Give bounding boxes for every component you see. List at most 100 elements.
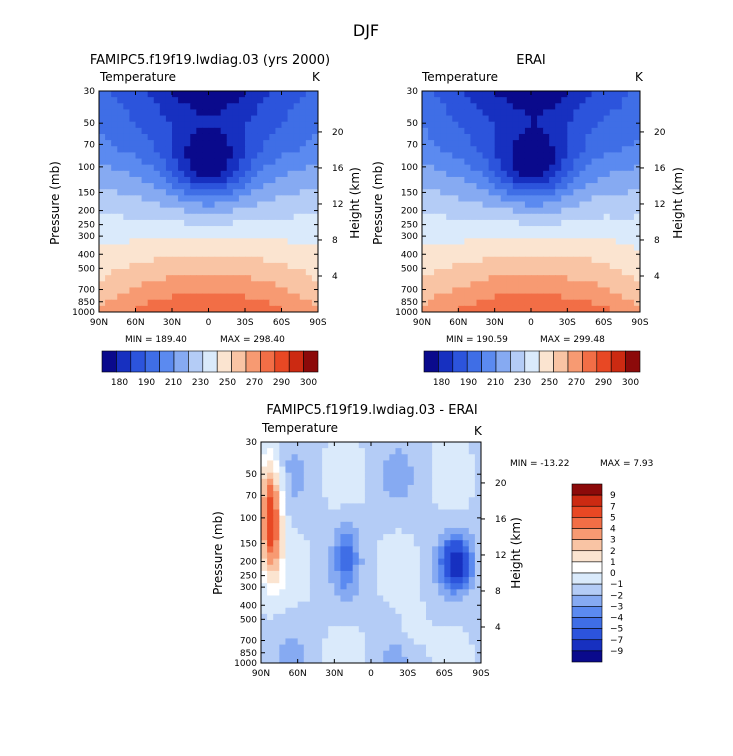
heatmap-cell [316, 491, 323, 498]
heatmap-cell [238, 201, 246, 209]
heatmap-cell [293, 287, 301, 295]
heatmap-cell [537, 219, 544, 227]
heatmap-cell [279, 632, 287, 640]
heatmap-cell [340, 527, 348, 535]
colorbar-swatch [130, 350, 146, 373]
heatmap-cell [377, 595, 384, 603]
heatmap-cell [267, 503, 274, 511]
heatmap-cell [220, 201, 228, 209]
heatmap-cell [482, 232, 490, 239]
heatmap-cell [591, 232, 599, 239]
heatmap-cell [440, 170, 447, 178]
heatmap-cell [275, 244, 283, 252]
heatmap-cell [322, 527, 329, 535]
heatmap-cell [238, 183, 246, 190]
heatmap-cell [257, 133, 264, 141]
y-axis-label-right: Height (km) [671, 167, 685, 238]
heatmap-cell [434, 91, 441, 98]
heatmap-cell [291, 564, 299, 572]
heatmap-cell [279, 650, 287, 658]
heatmap-cell [567, 281, 574, 289]
heatmap-cell [555, 244, 562, 252]
heatmap-cell [269, 176, 277, 184]
heatmap-cell [419, 460, 427, 468]
heatmap-cell [334, 472, 342, 480]
heatmap-cell [438, 626, 445, 633]
heatmap-cell [585, 189, 593, 196]
heatmap-cell [573, 91, 581, 98]
heatmap-cell [303, 607, 311, 615]
heatmap-cell [299, 213, 307, 221]
heatmap-cell [105, 250, 112, 258]
heatmap-cell [627, 103, 635, 111]
heatmap-cell [309, 466, 317, 474]
heatmap-cell [117, 275, 124, 282]
heatmap-cell [444, 626, 452, 633]
heatmap-cell [458, 183, 465, 190]
heatmap-cell [287, 287, 295, 295]
heatmap-cell [245, 275, 252, 282]
heatmap-cell [446, 115, 453, 123]
heatmap-cell [297, 472, 305, 480]
heatmap-cell [377, 638, 384, 646]
heatmap-cell [238, 238, 246, 246]
heatmap-cell [263, 250, 270, 258]
heatmap-cell [627, 226, 635, 233]
heatmap-cell [407, 491, 415, 498]
colorbar-label: 2 [610, 547, 616, 557]
heatmap-cell [512, 219, 520, 227]
heatmap-cell [579, 219, 587, 227]
heatmap-cell [111, 103, 118, 111]
heatmap-cell [165, 158, 173, 166]
heatmap-cell [291, 577, 299, 584]
heatmap-cell [232, 103, 240, 111]
heatmap-cell [123, 244, 131, 252]
heatmap-cell [537, 305, 544, 312]
heatmap-cell [273, 564, 280, 572]
heatmap-cell [346, 442, 354, 449]
colorbar-label: 0 [610, 569, 616, 579]
colorbar-swatch [571, 494, 603, 507]
heatmap-cell [334, 515, 342, 523]
heatmap-cell [334, 601, 342, 609]
min-label: MIN = 189.40 [125, 335, 187, 345]
heatmap-cell [141, 305, 149, 312]
heatmap-cell [426, 466, 433, 474]
heatmap-cell [422, 299, 429, 307]
heatmap-cell [261, 478, 268, 486]
heatmap-cell [159, 275, 167, 282]
heatmap-cell [135, 293, 143, 301]
heatmap-cell [208, 133, 216, 141]
heatmap-cell [407, 607, 415, 615]
heatmap-cell [202, 127, 210, 135]
heatmap-cell [364, 577, 372, 584]
heatmap-cell [273, 484, 280, 492]
heatmap-cell [352, 583, 360, 590]
heatmap-cell [426, 570, 433, 578]
heatmap-cell [389, 620, 397, 627]
colorbar-label: 9 [610, 491, 616, 501]
heatmap-cell [153, 170, 161, 178]
heatmap-cell [214, 140, 222, 147]
heatmap-cell [346, 484, 354, 492]
heatmap-cell [364, 534, 372, 541]
heatmap-cell [279, 638, 287, 646]
heatmap-cell [153, 176, 161, 184]
heatmap-cell [281, 275, 289, 282]
heatmap-cell [165, 176, 173, 184]
heatmap-cell [328, 527, 335, 535]
heatmap-cell [238, 299, 246, 307]
heatmap-cell [474, 626, 481, 633]
heatmap-cell [434, 238, 441, 246]
heatmap-cell [172, 213, 179, 221]
heatmap-cell [364, 589, 372, 597]
heatmap-cell [476, 183, 484, 190]
heatmap-cell [311, 109, 318, 117]
heatmap-cell [609, 133, 617, 141]
heatmap-cell [482, 170, 490, 178]
heatmap-cell [413, 509, 421, 517]
heatmap-cell [462, 595, 470, 603]
heatmap-cell [352, 460, 360, 468]
heatmap-cell [419, 527, 427, 535]
heatmap-cell [401, 607, 409, 615]
